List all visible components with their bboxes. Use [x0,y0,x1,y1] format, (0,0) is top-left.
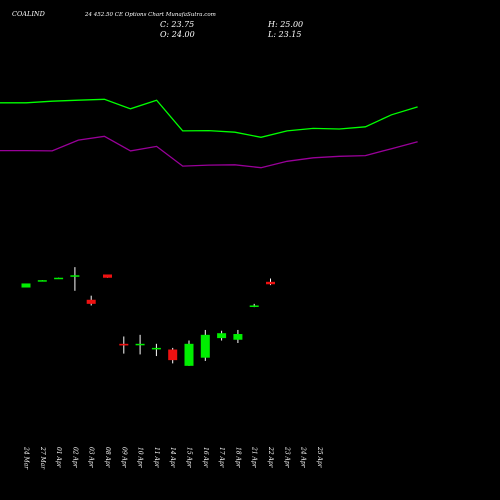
candle [200,329,210,361]
x-tick-label: 23 Apr [283,446,290,469]
candle [70,267,80,291]
indicator-line-2 [0,135,418,169]
x-tick-label: 01 Apr [55,447,62,469]
candle-body [70,275,80,277]
candle-body [135,343,145,346]
indicator-lines [0,98,418,169]
x-axis: 24 Mar 27 Mar 01 Apr 02 Apr 03 Apr 08 Apr 09 A… [23,446,323,470]
candle [103,274,112,278]
candle [135,334,145,355]
x-tick-label: 21 Apr [251,446,258,469]
candle-body [200,334,210,358]
candle-body [21,283,31,288]
candle-body [249,305,259,307]
x-tick-label: 10 Apr [137,447,144,469]
candle-body [54,277,64,280]
symbol-label: COALIND [12,10,46,18]
x-tick-label: 15 Apr [186,447,193,469]
candle-body [37,280,47,282]
candle [21,283,31,288]
x-tick-label: 24 Mar [23,446,30,470]
x-tick-label: 08 Apr [104,447,111,469]
candle-body [266,281,275,285]
x-tick-label: 27 Mar [39,446,46,470]
x-tick-label: 09 Apr [120,447,127,469]
candle [266,278,275,286]
candle-body [103,274,112,278]
x-tick-label: 22 Apr [267,446,274,469]
candle-body [119,343,129,346]
x-tick-label: 17 Apr [218,447,225,469]
candle-body [151,347,161,350]
candle [233,329,243,343]
contract-label: 24 452.50 CE Options Chart MunafaSutra.c… [84,12,216,18]
candles-layer [21,267,275,366]
candle-body [184,343,194,366]
candle [168,347,178,364]
candle [37,280,47,282]
candle [54,277,64,280]
close-value: C: 23.75 [160,20,194,29]
x-tick-label: 11 Apr [153,447,160,469]
x-tick-label: 25 Apr [316,446,323,469]
x-tick-label: 02 Apr [71,447,78,469]
low-value: L: 23.15 [267,30,301,39]
x-tick-label: 03 Apr [88,447,95,469]
candle-body [217,333,227,339]
high-value: H: 25.00 [267,20,303,29]
candle-body [233,334,243,340]
candle [86,295,96,306]
candle [184,340,194,366]
candle [217,330,227,341]
candle [119,336,129,354]
candle [249,303,259,308]
indicator-line-1 [0,98,418,138]
x-tick-label: 16 Apr [202,447,209,469]
x-tick-label: 18 Apr [234,447,241,469]
x-tick-label: 24 Apr [300,446,307,469]
x-tick-label: 14 Apr [169,447,176,469]
candle [151,343,161,357]
candle-body [168,349,178,361]
candle-body [86,299,96,304]
open-value: O: 24.00 [160,30,195,39]
